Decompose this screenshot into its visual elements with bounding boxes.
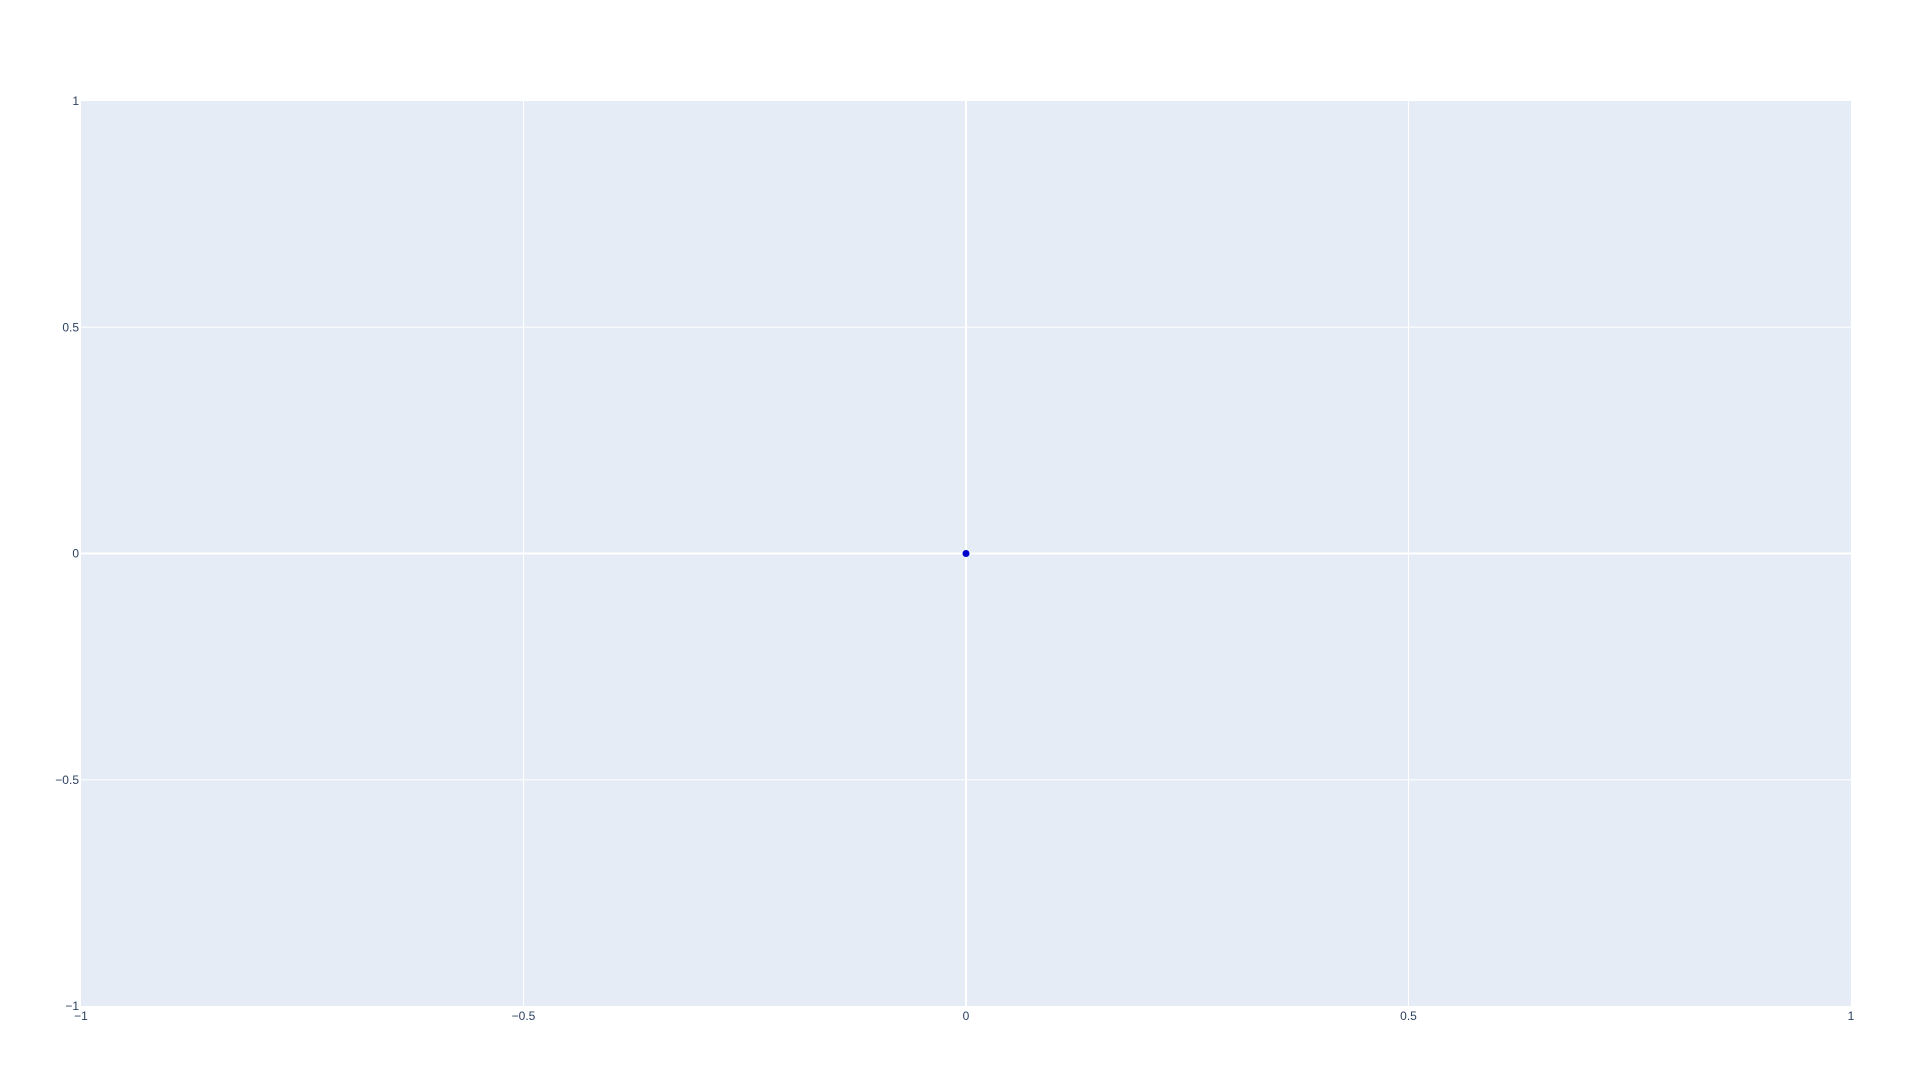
y-axis-tick-labels: −1 −0.5 0 0.5 1 [55, 94, 79, 1013]
data-point[interactable] [962, 550, 970, 557]
y-tick-label: 1 [72, 94, 79, 108]
y-tick-label: 0 [72, 547, 79, 561]
data-points [962, 550, 970, 557]
y-tick-label: −1 [65, 999, 79, 1013]
y-tick-label: −0.5 [55, 773, 79, 787]
x-tick-label: 1 [1848, 1009, 1855, 1023]
x-tick-label: 0.5 [1400, 1009, 1417, 1023]
x-axis-tick-labels: −1 −0.5 0 0.5 1 [74, 1009, 1855, 1023]
x-tick-label: 0 [963, 1009, 970, 1023]
x-tick-label: −0.5 [512, 1009, 536, 1023]
y-tick-label: 0.5 [62, 320, 79, 334]
x-tick-label: −1 [74, 1009, 88, 1023]
